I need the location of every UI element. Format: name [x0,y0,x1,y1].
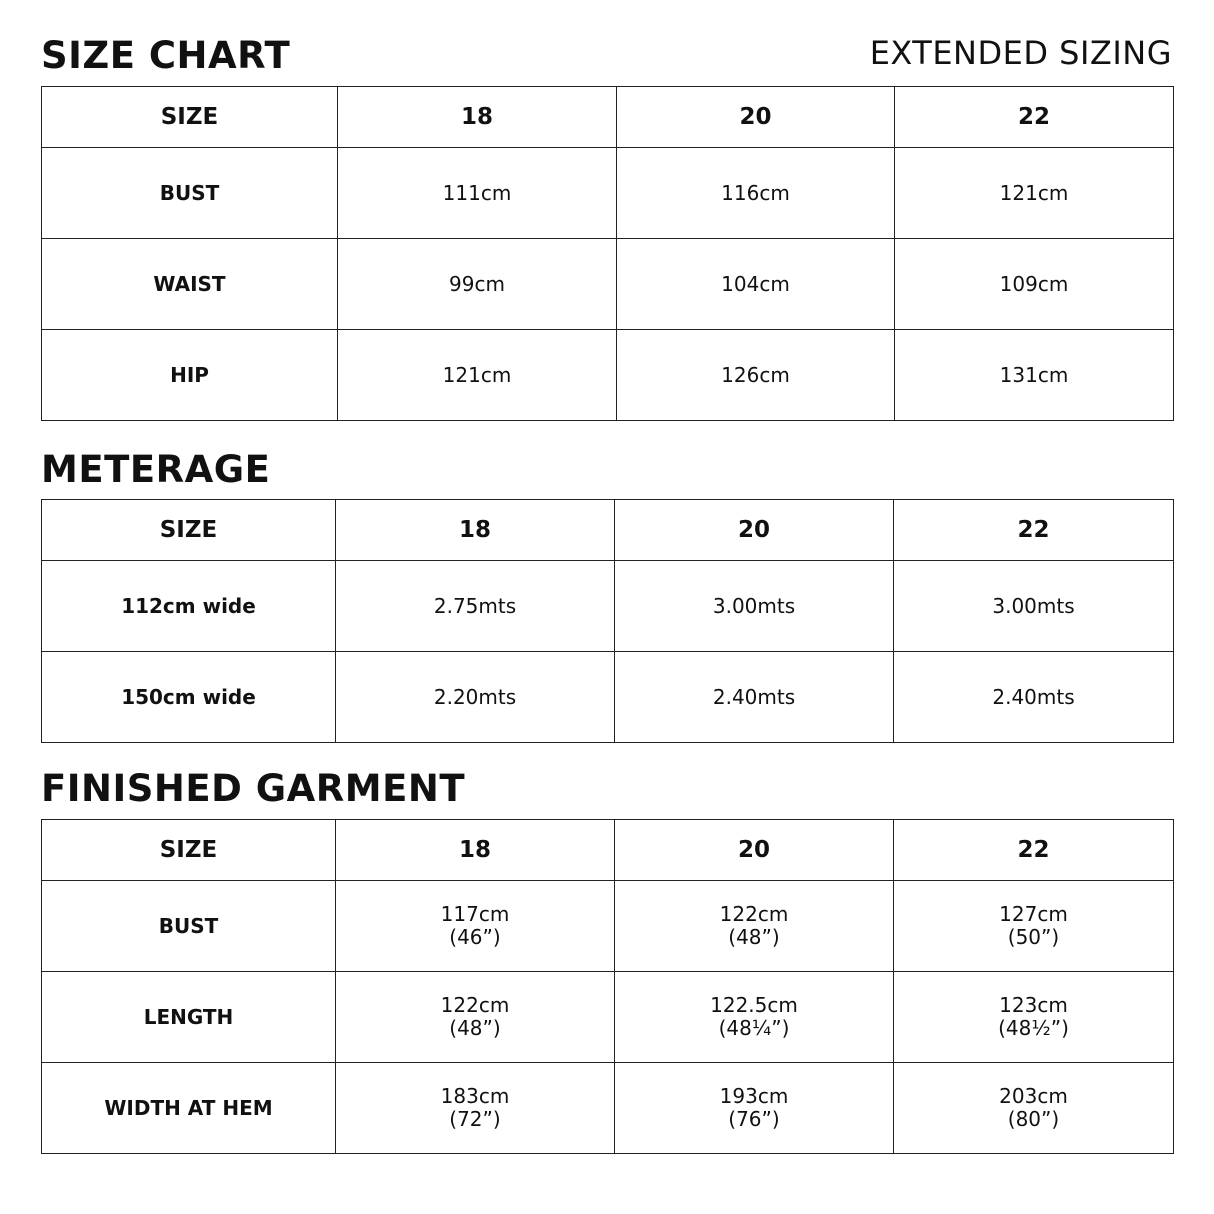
table-cell: 183cm (72”) [335,1062,615,1154]
row-label: HIP [41,329,338,421]
table-cell: 122cm (48”) [335,971,615,1063]
header-size-20: 20 [614,819,894,881]
table-cell: 99cm [337,238,617,330]
row-label: BUST [41,147,338,239]
row-label: WIDTH AT HEM [41,1062,336,1154]
row-label: WAIST [41,238,338,330]
meterage-title: METERAGE [41,448,271,491]
table-cell: 109cm [894,238,1174,330]
table-cell: 123cm (48½”) [893,971,1174,1063]
header-row: SIZE 18 20 22 [41,86,1174,148]
table-cell: 111cm [337,147,617,239]
table-row: BUST 117cm (46”) 122cm (48”) 127cm (50”) [41,880,1174,972]
table-cell: 127cm (50”) [893,880,1174,972]
finished-garment-title: FINISHED GARMENT [41,767,466,810]
table-cell: 3.00mts [614,560,894,652]
row-label: 150cm wide [41,651,336,743]
table-cell: 3.00mts [893,560,1174,652]
table-row: 112cm wide 2.75mts 3.00mts 3.00mts [41,560,1174,652]
table-row: LENGTH 122cm (48”) 122.5cm (48¼”) 123cm (48… [41,971,1174,1063]
table-cell: 2.40mts [893,651,1174,743]
table-cell: 193cm (76”) [614,1062,894,1154]
table-cell: 117cm (46”) [335,880,615,972]
table-cell: 2.40mts [614,651,894,743]
table-cell: 203cm (80”) [893,1062,1174,1154]
table-cell: 2.20mts [335,651,615,743]
row-label: LENGTH [41,971,336,1063]
table-cell: 122cm (48”) [614,880,894,972]
header-size-18: 18 [337,86,617,148]
header-size-label: SIZE [41,499,336,561]
table-row: WIDTH AT HEM 183cm (72”) 193cm (76”) 203cm … [41,1062,1174,1154]
table-row: WAIST 99cm 104cm 109cm [41,238,1174,330]
table-cell: 126cm [616,329,895,421]
row-label: BUST [41,880,336,972]
table-row: BUST 111cm 116cm 121cm [41,147,1174,239]
header-size-label: SIZE [41,819,336,881]
table-cell: 116cm [616,147,895,239]
header-size-label: SIZE [41,86,338,148]
table-cell: 121cm [337,329,617,421]
header-size-18: 18 [335,819,615,881]
header-row: SIZE 18 20 22 [41,499,1174,561]
header-size-20: 20 [616,86,895,148]
finished-garment-table: SIZE 18 20 22 BUST 117cm (46”) 122cm (48”) 127c… [41,819,1174,1154]
table-cell: 2.75mts [335,560,615,652]
row-label: 112cm wide [41,560,336,652]
meterage-table: SIZE 18 20 22 112cm wide 2.75mts 3.00mts 3.00mt… [41,499,1174,743]
table-row: 150cm wide 2.20mts 2.40mts 2.40mts [41,651,1174,743]
size-chart-title: SIZE CHART [41,34,291,77]
header-size-22: 22 [893,499,1174,561]
header-row: SIZE 18 20 22 [41,819,1174,881]
table-cell: 121cm [894,147,1174,239]
extended-sizing-label: EXTENDED SIZING [869,34,1172,72]
table-cell: 104cm [616,238,895,330]
header-size-22: 22 [894,86,1174,148]
size-chart-table: SIZE 18 20 22 BUST 111cm 116cm 121cm WAIST 99cm 10… [41,86,1174,421]
header-size-18: 18 [335,499,615,561]
table-cell: 122.5cm (48¼”) [614,971,894,1063]
header-size-20: 20 [614,499,894,561]
table-row: HIP 121cm 126cm 131cm [41,329,1174,421]
header-size-22: 22 [893,819,1174,881]
table-cell: 131cm [894,329,1174,421]
